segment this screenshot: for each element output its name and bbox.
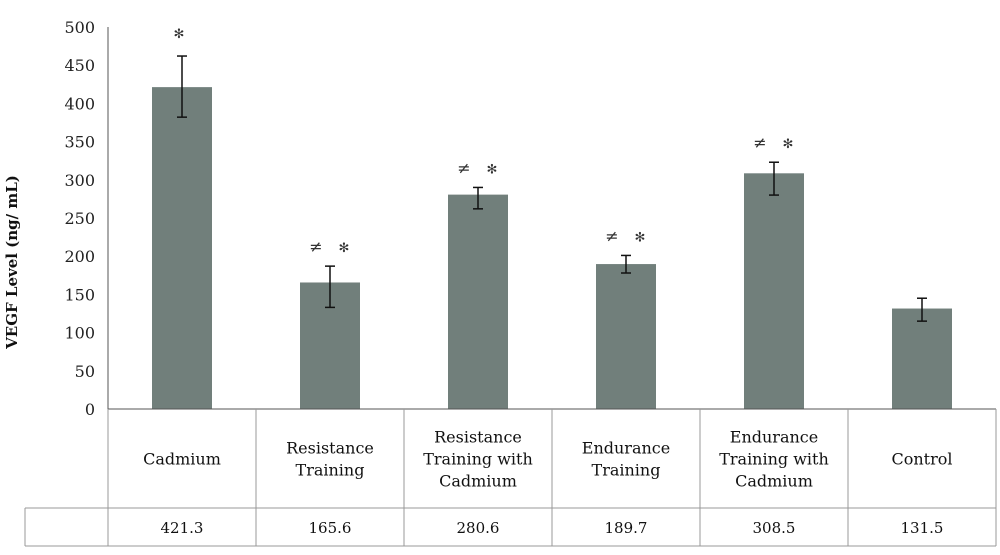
value-label: 189.7 (605, 519, 648, 537)
significance-marker: ✻ (487, 162, 498, 177)
not-equal-marker: ≠ (753, 133, 766, 152)
y-tick-label: 300 (64, 171, 95, 190)
y-tick-label: 500 (64, 18, 95, 37)
data-table: Cadmium 421.3 Resistance Training 165.6 Resis… (24, 408, 997, 547)
bars: ✻ ≠ ✻ ≠ ✻ ≠ ✻ ≠ ✻ (152, 27, 952, 409)
value-label: 280.6 (457, 519, 500, 537)
not-equal-marker: ≠ (457, 158, 470, 177)
y-axis: 0 50 100 150 200 250 300 350 400 450 500 (64, 18, 109, 419)
category-label: Cadmium (439, 472, 517, 491)
y-tick-label: 450 (64, 56, 95, 75)
significance-marker: ✻ (174, 27, 185, 42)
category-label: Training (296, 461, 365, 480)
category-label: Cadmium (735, 472, 813, 491)
bar (448, 194, 508, 409)
y-axis-label: VEGF Level (ng/ mL) (3, 175, 21, 350)
bar (744, 173, 804, 409)
y-tick-label: 250 (64, 209, 95, 228)
category-label: Training with (423, 450, 533, 469)
category-label: Control (891, 450, 952, 469)
significance-marker: ✻ (339, 241, 350, 256)
y-tick-label: 50 (75, 362, 95, 381)
significance-marker: ✻ (635, 230, 646, 245)
y-tick-label: 100 (64, 324, 95, 343)
significance-marker: ✻ (783, 137, 794, 152)
y-tick-label: 150 (64, 285, 95, 304)
bar (596, 264, 656, 409)
y-tick-label: 0 (85, 400, 95, 419)
y-tick-label: 400 (64, 94, 95, 113)
category-label: Training (592, 461, 661, 480)
value-label: 308.5 (753, 519, 796, 537)
category-label: Resistance (286, 439, 374, 458)
bar (152, 87, 212, 409)
value-label: 165.6 (309, 519, 352, 537)
not-equal-marker: ≠ (309, 237, 322, 256)
y-tick-label: 200 (64, 247, 95, 266)
value-label: 131.5 (901, 519, 944, 537)
category-label: Resistance (434, 428, 522, 447)
value-label: 421.3 (161, 519, 204, 537)
category-label: Training with (719, 450, 829, 469)
bar (892, 308, 952, 409)
category-label: Cadmium (143, 450, 221, 469)
y-tick-label: 350 (64, 133, 95, 152)
category-label: Endurance (582, 439, 670, 458)
category-label: Endurance (730, 428, 818, 447)
not-equal-marker: ≠ (605, 226, 618, 245)
